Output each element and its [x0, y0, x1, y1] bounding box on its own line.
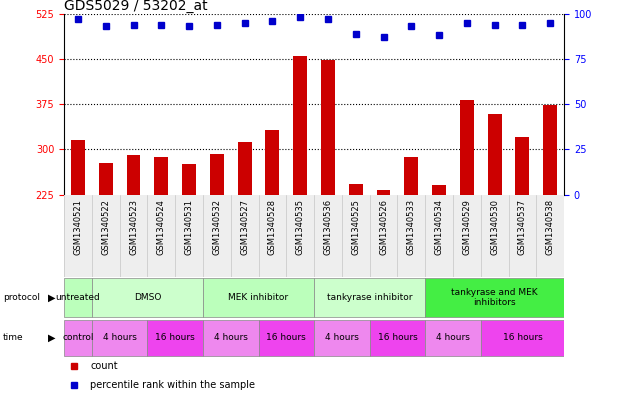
FancyBboxPatch shape — [64, 278, 92, 317]
Bar — [182, 164, 196, 195]
Text: GDS5029 / 53202_at: GDS5029 / 53202_at — [64, 0, 208, 13]
FancyBboxPatch shape — [92, 320, 147, 356]
Text: GSM1340536: GSM1340536 — [324, 198, 333, 255]
Bar — [99, 163, 113, 195]
Text: 16 hours: 16 hours — [378, 334, 417, 342]
Bar — [488, 114, 501, 195]
Text: 4 hours: 4 hours — [325, 334, 359, 342]
Bar — [238, 142, 251, 195]
Bar — [349, 184, 363, 195]
Text: 4 hours: 4 hours — [436, 334, 470, 342]
Text: GSM1340522: GSM1340522 — [101, 198, 110, 255]
Bar — [460, 100, 474, 195]
Text: 4 hours: 4 hours — [214, 334, 247, 342]
Text: tankyrase inhibitor: tankyrase inhibitor — [327, 293, 412, 302]
Text: GSM1340521: GSM1340521 — [74, 198, 83, 255]
Text: protocol: protocol — [3, 293, 40, 302]
Bar — [515, 137, 529, 195]
Bar — [543, 105, 557, 195]
Text: GSM1340537: GSM1340537 — [518, 198, 527, 255]
FancyBboxPatch shape — [147, 320, 203, 356]
FancyBboxPatch shape — [370, 320, 425, 356]
Text: 16 hours: 16 hours — [503, 334, 542, 342]
Text: 16 hours: 16 hours — [155, 334, 195, 342]
Text: untreated: untreated — [56, 293, 101, 302]
FancyBboxPatch shape — [314, 278, 425, 317]
Text: GSM1340531: GSM1340531 — [185, 198, 194, 255]
FancyBboxPatch shape — [64, 195, 564, 277]
Text: GSM1340525: GSM1340525 — [351, 198, 360, 255]
Text: ▶: ▶ — [48, 293, 56, 303]
Text: ▶: ▶ — [48, 333, 56, 343]
Text: 4 hours: 4 hours — [103, 334, 137, 342]
Bar — [377, 190, 390, 195]
Bar — [294, 56, 307, 195]
Text: count: count — [90, 362, 118, 371]
Text: GSM1340526: GSM1340526 — [379, 198, 388, 255]
Text: MEK inhibitor: MEK inhibitor — [228, 293, 288, 302]
Text: GSM1340532: GSM1340532 — [212, 198, 221, 255]
FancyBboxPatch shape — [64, 320, 92, 356]
FancyBboxPatch shape — [258, 320, 314, 356]
Text: GSM1340538: GSM1340538 — [545, 198, 554, 255]
Bar — [127, 155, 140, 195]
FancyBboxPatch shape — [314, 320, 370, 356]
Text: GSM1340530: GSM1340530 — [490, 198, 499, 255]
FancyBboxPatch shape — [425, 278, 564, 317]
Bar — [210, 154, 224, 195]
FancyBboxPatch shape — [425, 320, 481, 356]
Text: GSM1340535: GSM1340535 — [296, 198, 304, 255]
Text: percentile rank within the sample: percentile rank within the sample — [90, 380, 255, 390]
Text: GSM1340524: GSM1340524 — [157, 198, 166, 255]
Bar — [154, 156, 168, 195]
FancyBboxPatch shape — [203, 320, 258, 356]
Text: GSM1340527: GSM1340527 — [240, 198, 249, 255]
Text: control: control — [62, 334, 94, 342]
Bar — [432, 185, 446, 195]
Bar — [321, 60, 335, 195]
Text: GSM1340534: GSM1340534 — [435, 198, 444, 255]
Text: GSM1340533: GSM1340533 — [407, 198, 416, 255]
FancyBboxPatch shape — [203, 278, 314, 317]
Bar — [71, 140, 85, 195]
Bar — [404, 156, 418, 195]
Bar — [265, 130, 279, 195]
Text: DMSO: DMSO — [134, 293, 161, 302]
Text: 16 hours: 16 hours — [267, 334, 306, 342]
Text: GSM1340529: GSM1340529 — [462, 198, 471, 255]
Text: tankyrase and MEK
inhibitors: tankyrase and MEK inhibitors — [451, 288, 538, 307]
FancyBboxPatch shape — [92, 278, 203, 317]
Text: GSM1340523: GSM1340523 — [129, 198, 138, 255]
Text: GSM1340528: GSM1340528 — [268, 198, 277, 255]
Text: time: time — [3, 334, 24, 342]
FancyBboxPatch shape — [481, 320, 564, 356]
